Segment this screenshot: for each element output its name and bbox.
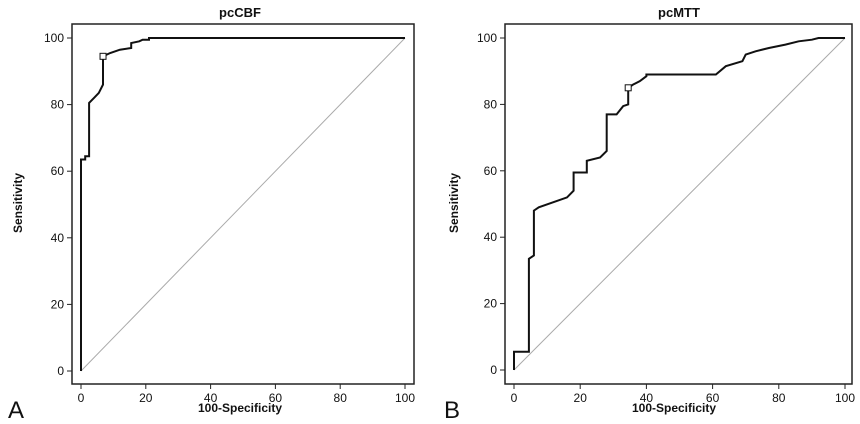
plot-frame [71, 23, 415, 385]
axis-ticks: 0 20 40 60 80 100 0 20 40 60 80 100 [44, 31, 415, 405]
roc-curve [513, 37, 845, 370]
axis-ticks: 0 20 40 60 80 100 0 20 40 60 80 100 [477, 31, 855, 405]
chart-title: pcMTT [658, 5, 700, 20]
panel-pccbf: pcCBF 100-Specificity Sensitivity A 0 20 4… [8, 5, 415, 424]
x-tick-label: 20 [139, 391, 153, 405]
y-tick-label: 60 [484, 164, 498, 178]
roc-curve [80, 37, 405, 371]
x-tick-label: 0 [511, 391, 518, 405]
x-tick-label: 60 [706, 391, 720, 405]
x-axis-label: 100-Specificity [198, 401, 282, 415]
y-tick-label: 80 [484, 97, 498, 111]
x-tick-label: 80 [772, 391, 786, 405]
x-tick-label: 100 [835, 391, 855, 405]
y-tick-label: 100 [44, 31, 64, 45]
y-tick-label: 100 [477, 31, 497, 45]
panel-letter: A [8, 397, 24, 424]
y-tick-label: 40 [51, 231, 65, 245]
x-tick-label: 40 [204, 391, 218, 405]
y-axis-label: Sensitivity [11, 173, 25, 233]
y-tick-label: 20 [484, 297, 498, 311]
y-tick-label: 40 [484, 230, 498, 244]
optimal-cutoff-marker [624, 84, 632, 92]
plot-frame [504, 23, 853, 385]
y-tick-label: 80 [51, 98, 65, 112]
reference-diagonal [80, 37, 406, 372]
x-tick-label: 100 [395, 391, 415, 405]
optimal-cutoff-marker [99, 52, 107, 60]
y-tick-label: 60 [51, 164, 65, 178]
panel-letter: B [444, 397, 460, 424]
x-tick-label: 0 [78, 391, 85, 405]
x-tick-label: 80 [334, 391, 348, 405]
x-tick-label: 60 [269, 391, 283, 405]
x-tick-label: 20 [574, 391, 588, 405]
reference-diagonal [513, 37, 846, 371]
x-axis-label: 100-Specificity [632, 401, 716, 415]
y-tick-label: 0 [490, 363, 497, 377]
y-axis-label: Sensitivity [447, 173, 461, 233]
x-tick-label: 40 [640, 391, 654, 405]
y-tick-label: 20 [51, 297, 65, 311]
panel-pcmtt: pcMTT 100-Specificity Sensitivity B 0 20 4… [444, 5, 855, 424]
y-tick-label: 0 [57, 364, 64, 378]
chart-title: pcCBF [219, 5, 261, 20]
